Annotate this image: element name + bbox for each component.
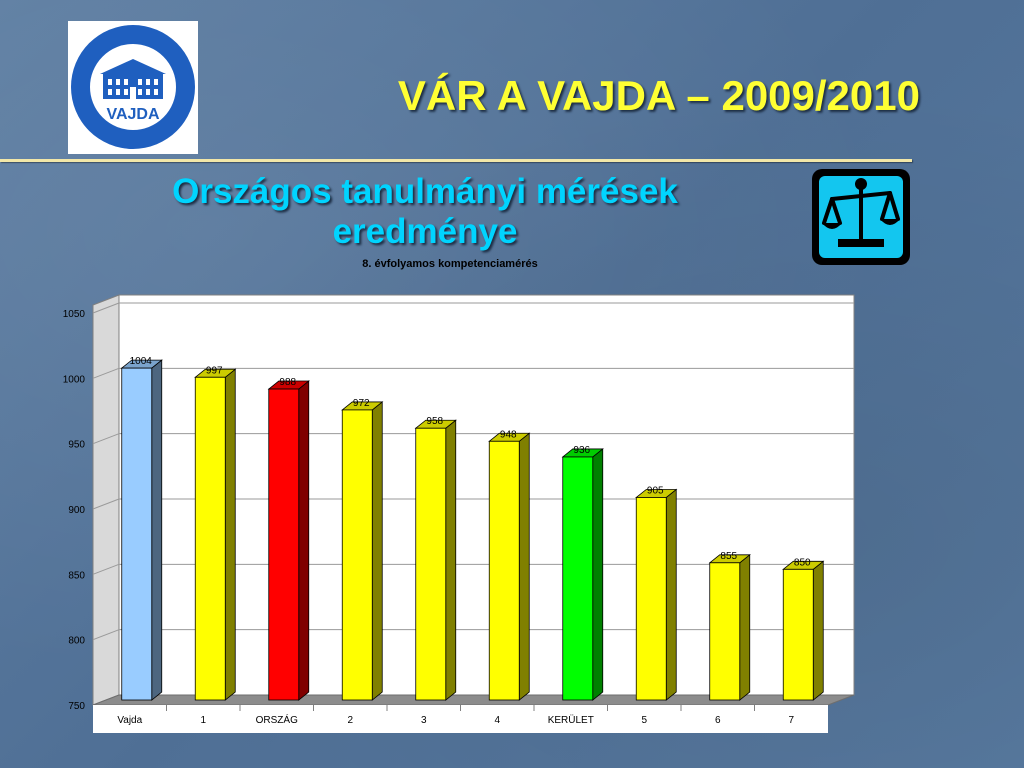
- chart-title: 8. évfolyamos kompetenciamérés: [362, 258, 538, 270]
- data-label: 850: [794, 557, 811, 568]
- gridline-side: [92, 302, 120, 314]
- data-label: 988: [279, 377, 296, 388]
- y-tick-label: 850: [68, 570, 85, 581]
- y-tick-label: 1000: [63, 374, 86, 385]
- bar-side: [592, 448, 604, 701]
- bar-side: [445, 419, 457, 701]
- x-tick-label: 4: [494, 715, 500, 726]
- gridline-side: [92, 498, 120, 510]
- bar: [488, 440, 520, 701]
- subtitle-line-2: eredménye: [332, 212, 518, 251]
- y-tick-label: 750: [68, 701, 85, 712]
- x-tick-label: Vajda: [117, 715, 142, 726]
- bar: [341, 409, 373, 701]
- slide-subtitle: Országos tanulmányi mérések eredménye: [90, 172, 760, 252]
- y-tick-label: 800: [68, 636, 85, 647]
- bar-side: [224, 368, 236, 701]
- x-tick-label: 7: [788, 715, 794, 726]
- bar: [782, 568, 814, 701]
- x-tick-label: ORSZÁG: [256, 713, 298, 726]
- scales-icon: [810, 167, 912, 267]
- x-tick-label: 2: [347, 715, 353, 726]
- x-tick-label: 5: [641, 715, 647, 726]
- bar-side: [371, 401, 383, 701]
- gridline-side: [92, 563, 120, 575]
- bar-side: [151, 359, 163, 701]
- school-logo: VAJDA: [68, 21, 198, 154]
- x-tick-label: 3: [421, 715, 427, 726]
- bar-side: [518, 432, 530, 701]
- data-label: 958: [426, 416, 443, 427]
- data-label: 1004: [130, 356, 153, 367]
- bar: [194, 376, 226, 701]
- slide-title: VÁR A VAJDA – 2009/2010: [397, 72, 920, 119]
- bar: [635, 497, 667, 701]
- x-tick-label: 6: [715, 715, 721, 726]
- bar: [562, 456, 594, 701]
- bar-side: [812, 560, 824, 701]
- bar-side: [739, 553, 751, 701]
- title-divider: [0, 159, 912, 162]
- data-label: 855: [720, 551, 737, 562]
- gridline-side: [92, 367, 120, 379]
- data-label: 997: [206, 365, 223, 376]
- y-tick-label: 950: [68, 440, 85, 451]
- x-tick-label: 1: [200, 715, 206, 726]
- data-label: 972: [353, 398, 370, 409]
- data-label: 948: [500, 429, 517, 440]
- x-tick-label: KERÜLET: [548, 714, 594, 726]
- bar: [268, 388, 300, 701]
- y-tick-label: 1050: [63, 309, 86, 320]
- logo-name: VAJDA: [106, 106, 159, 123]
- gridline-side: [92, 629, 120, 641]
- bar: [121, 367, 153, 701]
- bar-side: [665, 488, 677, 701]
- subtitle-line-1: Országos tanulmányi mérések: [172, 172, 678, 211]
- gridline-side: [92, 433, 120, 445]
- data-label: 905: [647, 485, 664, 496]
- y-tick-label: 900: [68, 505, 85, 516]
- bar-side: [298, 380, 310, 701]
- bar: [415, 427, 447, 701]
- bar: [709, 562, 741, 701]
- data-label: 936: [573, 445, 590, 456]
